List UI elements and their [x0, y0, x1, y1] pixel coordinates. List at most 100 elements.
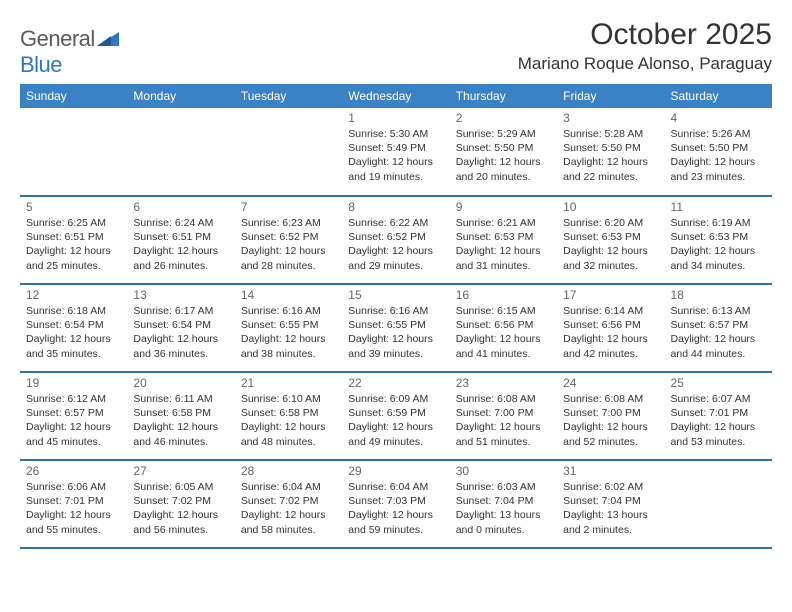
day-details: Sunrise: 6:15 AMSunset: 6:56 PMDaylight:…	[456, 304, 551, 361]
sunset-text: Sunset: 7:02 PM	[133, 494, 228, 508]
day-number: 15	[348, 288, 443, 302]
sunset-text: Sunset: 6:57 PM	[26, 406, 121, 420]
sunset-text: Sunset: 6:52 PM	[348, 230, 443, 244]
day-number: 6	[133, 200, 228, 214]
calendar-day-cell: 6Sunrise: 6:24 AMSunset: 6:51 PMDaylight…	[127, 196, 234, 284]
sunrise-text: Sunrise: 6:21 AM	[456, 216, 551, 230]
sunrise-text: Sunrise: 6:19 AM	[671, 216, 766, 230]
daylight-text: Daylight: 12 hours and 34 minutes.	[671, 244, 766, 272]
day-header: Thursday	[450, 84, 557, 108]
calendar-day-cell: 16Sunrise: 6:15 AMSunset: 6:56 PMDayligh…	[450, 284, 557, 372]
calendar-week-row: 1Sunrise: 5:30 AMSunset: 5:49 PMDaylight…	[20, 108, 772, 196]
calendar-day-cell: 27 Sunrise: 6:05 AMSunset: 7:02 PMDayligh…	[127, 460, 234, 548]
daylight-text: Daylight: 12 hours and 39 minutes.	[348, 332, 443, 360]
day-details: Sunrise: 6:05 AMSunset: 7:02 PMDaylight:…	[133, 480, 228, 537]
daylight-text: Daylight: 12 hours and 56 minutes.	[133, 508, 228, 536]
sunset-text: Sunset: 6:51 PM	[26, 230, 121, 244]
calendar-day-cell	[20, 108, 127, 196]
daylight-text: Daylight: 12 hours and 26 minutes.	[133, 244, 228, 272]
day-number: 31	[563, 464, 658, 478]
header: General Blue October 2025 Mariano Roque …	[20, 18, 772, 78]
month-title: October 2025	[518, 18, 772, 52]
sunset-text: Sunset: 6:53 PM	[563, 230, 658, 244]
daylight-text: Daylight: 12 hours and 41 minutes.	[456, 332, 551, 360]
day-number: 20	[133, 376, 228, 390]
day-number: 4	[671, 111, 766, 125]
sunset-text: Sunset: 6:56 PM	[456, 318, 551, 332]
day-details: Sunrise: 6:14 AMSunset: 6:56 PMDaylight:…	[563, 304, 658, 361]
calendar-day-cell: 29Sunrise: 6:04 AMSunset: 7:03 PMDayligh…	[342, 460, 449, 548]
day-details: Sunrise: 6:20 AMSunset: 6:53 PMDaylight:…	[563, 216, 658, 273]
sunrise-text: Sunrise: 6:12 AM	[26, 392, 121, 406]
daylight-text: Daylight: 12 hours and 44 minutes.	[671, 332, 766, 360]
day-details: Sunrise: 5:29 AMSunset: 5:50 PMDaylight:…	[456, 127, 551, 184]
logo-mark-icon	[97, 32, 119, 51]
sunrise-text: Sunrise: 6:11 AM	[133, 392, 228, 406]
daylight-text: Daylight: 12 hours and 46 minutes.	[133, 420, 228, 448]
calendar-body: 1Sunrise: 5:30 AMSunset: 5:49 PMDaylight…	[20, 108, 772, 548]
day-details: Sunrise: 5:28 AMSunset: 5:50 PMDaylight:…	[563, 127, 658, 184]
calendar-day-cell: 12Sunrise: 6:18 AMSunset: 6:54 PMDayligh…	[20, 284, 127, 372]
sunrise-text: Sunrise: 6:08 AM	[563, 392, 658, 406]
day-number: 26	[26, 464, 121, 478]
sunset-text: Sunset: 6:55 PM	[241, 318, 336, 332]
daylight-text: Daylight: 12 hours and 38 minutes.	[241, 332, 336, 360]
daylight-text: Daylight: 12 hours and 53 minutes.	[671, 420, 766, 448]
sunrise-text: Sunrise: 6:04 AM	[348, 480, 443, 494]
day-number: 27	[133, 464, 228, 478]
sunset-text: Sunset: 6:56 PM	[563, 318, 658, 332]
daylight-text: Daylight: 12 hours and 28 minutes.	[241, 244, 336, 272]
day-details: Sunrise: 6:12 AMSunset: 6:57 PMDaylight:…	[26, 392, 121, 449]
sunset-text: Sunset: 7:04 PM	[456, 494, 551, 508]
logo-text-blue: Blue	[20, 52, 62, 77]
calendar-week-row: 19Sunrise: 6:12 AMSunset: 6:57 PMDayligh…	[20, 372, 772, 460]
sunrise-text: Sunrise: 6:05 AM	[133, 480, 228, 494]
calendar-table: Sunday Monday Tuesday Wednesday Thursday…	[20, 84, 772, 549]
calendar-day-cell: 25 Sunrise: 6:07 AMSunset: 7:01 PMDayligh…	[665, 372, 772, 460]
sunset-text: Sunset: 6:58 PM	[133, 406, 228, 420]
day-header: Tuesday	[235, 84, 342, 108]
calendar-day-cell	[235, 108, 342, 196]
day-details: Sunrise: 6:07 AMSunset: 7:01 PMDaylight:…	[671, 392, 766, 449]
day-number: 12	[26, 288, 121, 302]
calendar-day-cell: 9Sunrise: 6:21 AMSunset: 6:53 PMDaylight…	[450, 196, 557, 284]
sunrise-text: Sunrise: 6:04 AM	[241, 480, 336, 494]
calendar-week-row: 12Sunrise: 6:18 AMSunset: 6:54 PMDayligh…	[20, 284, 772, 372]
day-number: 18	[671, 288, 766, 302]
sunrise-text: Sunrise: 6:03 AM	[456, 480, 551, 494]
day-details: Sunrise: 6:22 AMSunset: 6:52 PMDaylight:…	[348, 216, 443, 273]
day-number: 1	[348, 111, 443, 125]
day-number: 25	[671, 376, 766, 390]
sunset-text: Sunset: 6:57 PM	[671, 318, 766, 332]
daylight-text: Daylight: 12 hours and 45 minutes.	[26, 420, 121, 448]
sunrise-text: Sunrise: 6:06 AM	[26, 480, 121, 494]
sunset-text: Sunset: 7:01 PM	[671, 406, 766, 420]
calendar-day-cell: 18 Sunrise: 6:13 AMSunset: 6:57 PMDayligh…	[665, 284, 772, 372]
sunset-text: Sunset: 6:52 PM	[241, 230, 336, 244]
sunrise-text: Sunrise: 6:20 AM	[563, 216, 658, 230]
calendar-day-cell: 24Sunrise: 6:08 AMSunset: 7:00 PMDayligh…	[557, 372, 664, 460]
day-details: Sunrise: 6:13 AMSunset: 6:57 PMDaylight:…	[671, 304, 766, 361]
sunrise-text: Sunrise: 5:26 AM	[671, 127, 766, 141]
day-number: 19	[26, 376, 121, 390]
calendar-day-cell: 26Sunrise: 6:06 AMSunset: 7:01 PMDayligh…	[20, 460, 127, 548]
daylight-text: Daylight: 12 hours and 25 minutes.	[26, 244, 121, 272]
daylight-text: Daylight: 12 hours and 22 minutes.	[563, 155, 658, 183]
daylight-text: Daylight: 13 hours and 0 minutes.	[456, 508, 551, 536]
day-number: 14	[241, 288, 336, 302]
sunrise-text: Sunrise: 6:24 AM	[133, 216, 228, 230]
calendar-day-cell: 7Sunrise: 6:23 AMSunset: 6:52 PMDaylight…	[235, 196, 342, 284]
day-number: 21	[241, 376, 336, 390]
sunrise-text: Sunrise: 6:17 AM	[133, 304, 228, 318]
title-block: October 2025 Mariano Roque Alonso, Parag…	[518, 18, 772, 74]
calendar-day-cell: 10Sunrise: 6:20 AMSunset: 6:53 PMDayligh…	[557, 196, 664, 284]
calendar-day-cell: 5Sunrise: 6:25 AMSunset: 6:51 PMDaylight…	[20, 196, 127, 284]
calendar-day-cell: 4Sunrise: 5:26 AMSunset: 5:50 PMDaylight…	[665, 108, 772, 196]
logo: General Blue	[20, 18, 119, 78]
day-details: Sunrise: 6:19 AMSunset: 6:53 PMDaylight:…	[671, 216, 766, 273]
sunrise-text: Sunrise: 6:07 AM	[671, 392, 766, 406]
day-details: Sunrise: 6:10 AMSunset: 6:58 PMDaylight:…	[241, 392, 336, 449]
day-header: Sunday	[20, 84, 127, 108]
daylight-text: Daylight: 12 hours and 20 minutes.	[456, 155, 551, 183]
sunrise-text: Sunrise: 6:08 AM	[456, 392, 551, 406]
